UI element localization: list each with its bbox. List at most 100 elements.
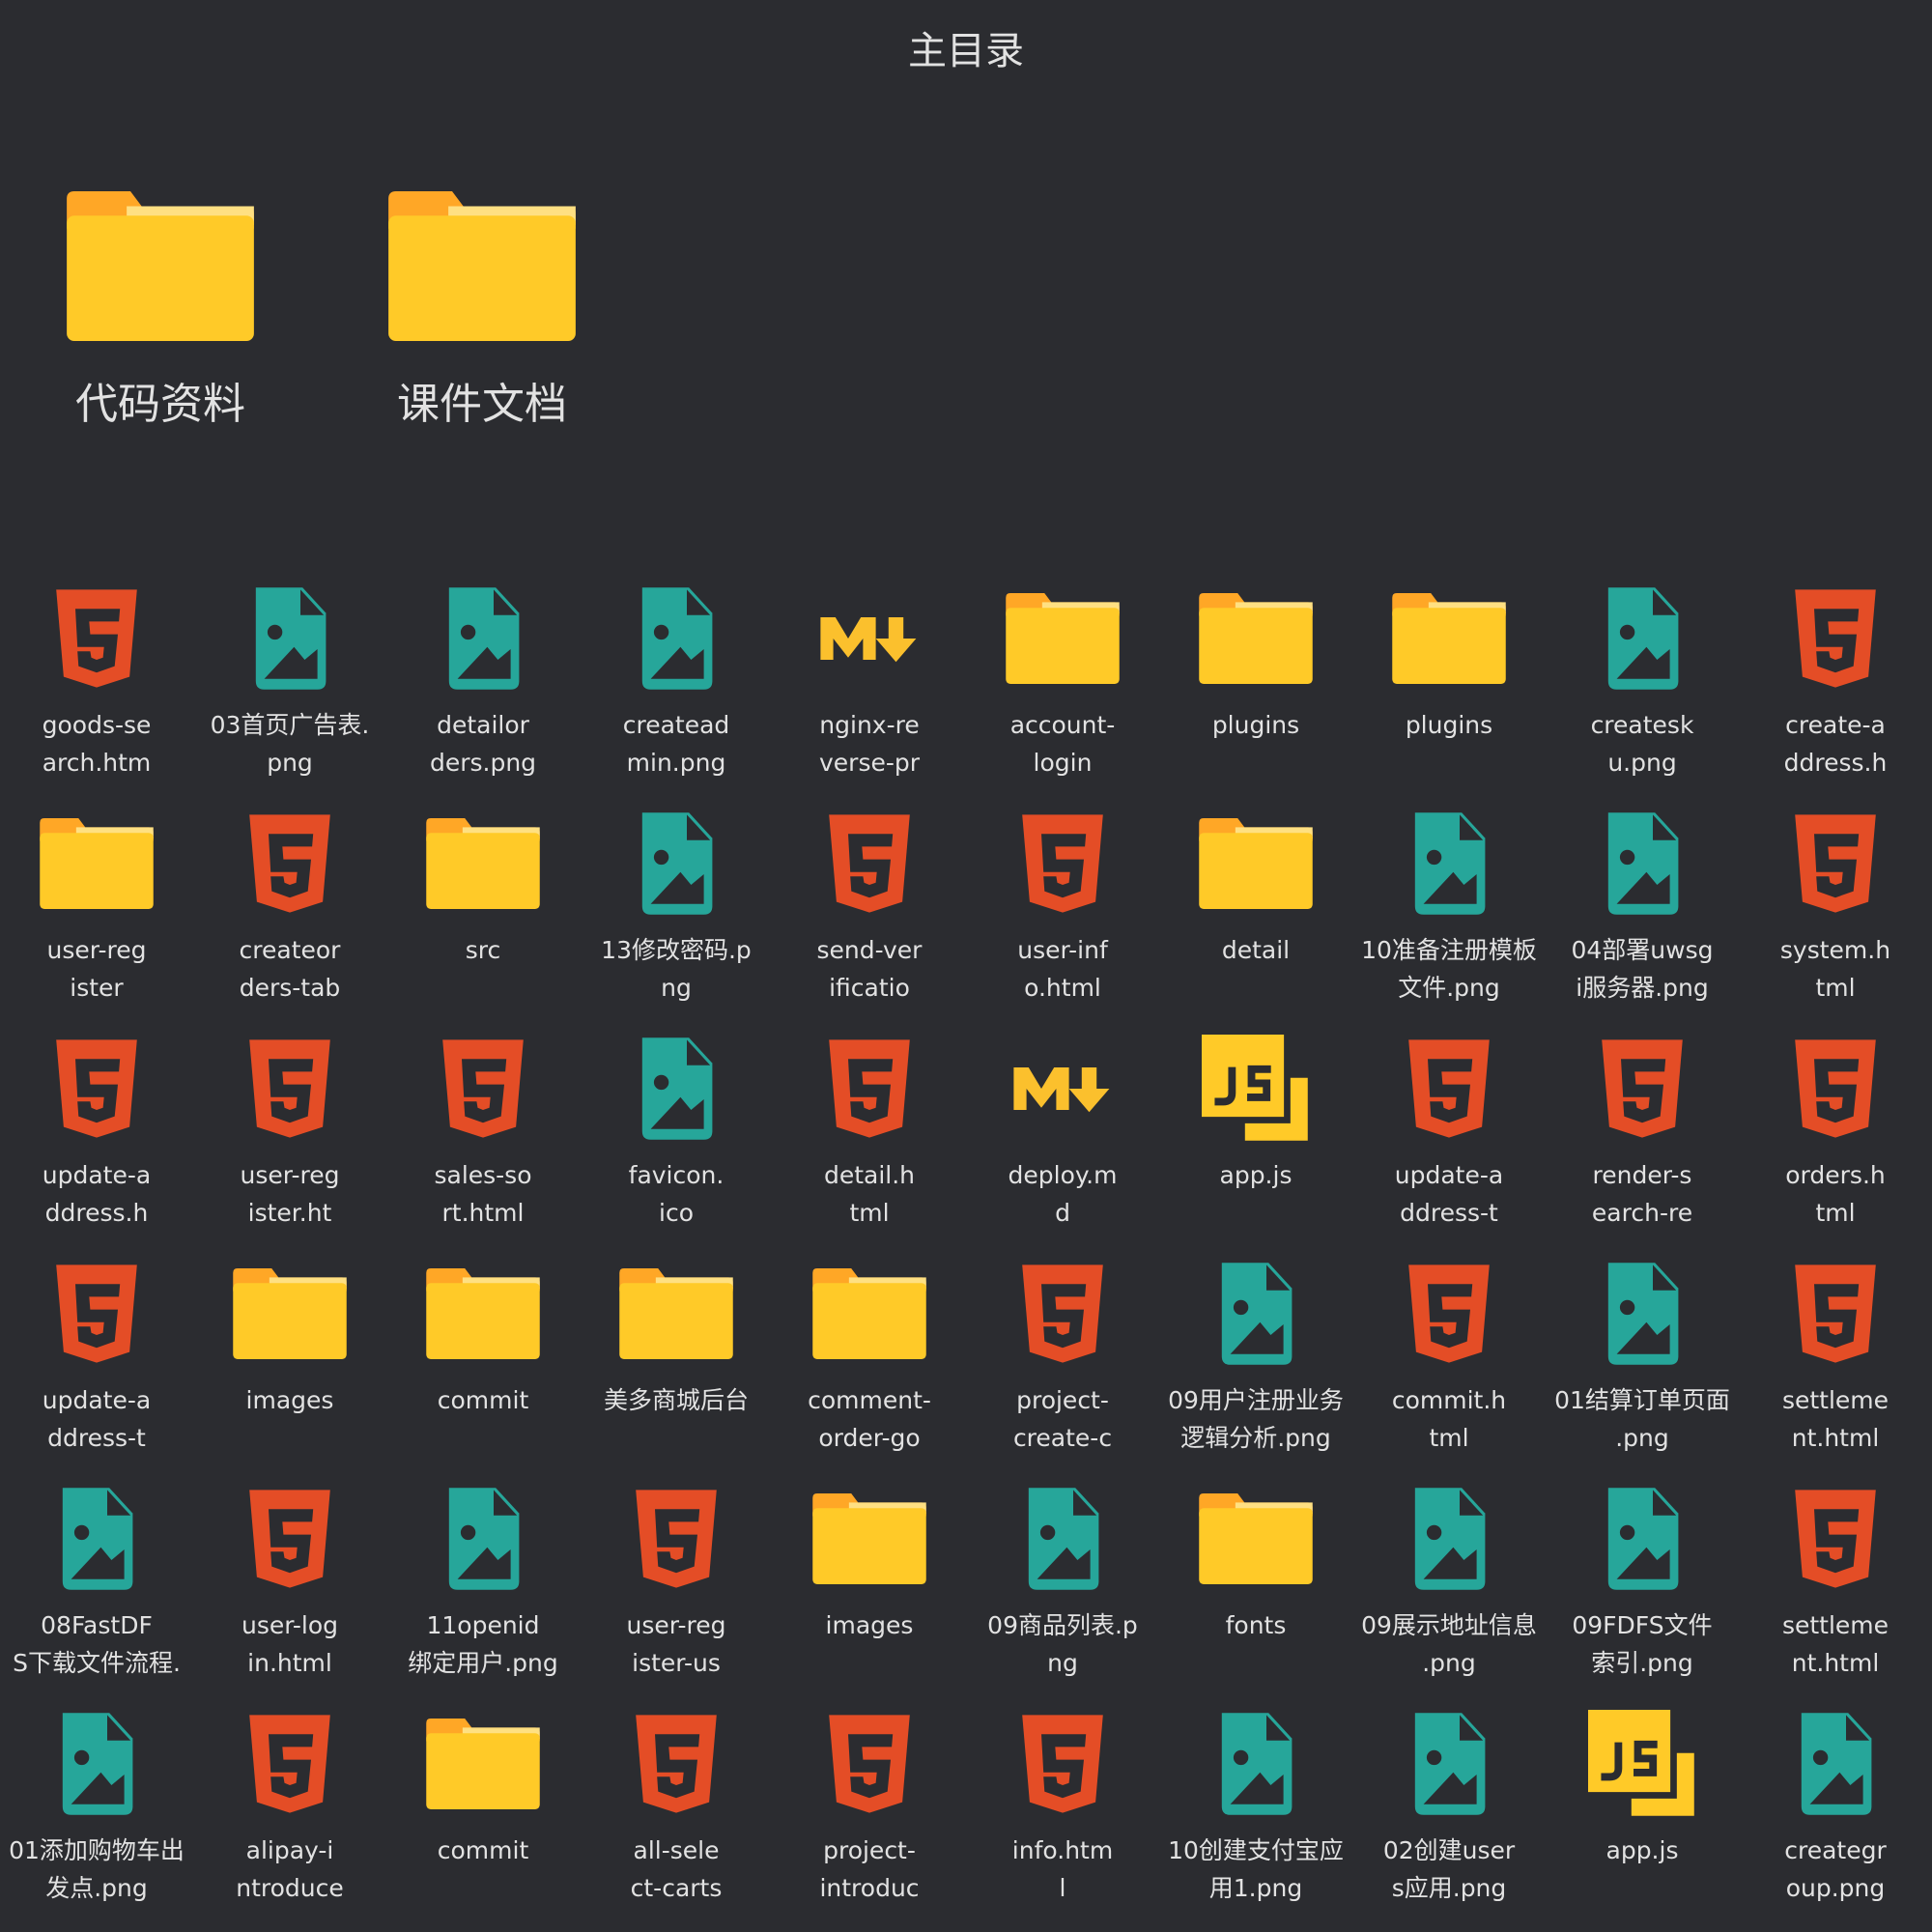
file-label: png xyxy=(267,749,313,777)
file-item[interactable]: src xyxy=(426,818,540,964)
file-item[interactable]: user-reg ister xyxy=(40,818,154,1002)
file-item[interactable]: detail.h tml xyxy=(824,1039,915,1227)
file-item[interactable]: 08FastDF S下载文件流程. xyxy=(13,1488,181,1677)
file-item[interactable]: create-a ddress.h xyxy=(1784,589,1888,777)
file-label: commit.h xyxy=(1392,1386,1506,1414)
file-item[interactable]: settleme nt.html xyxy=(1782,1490,1889,1677)
file-item[interactable]: deploy.m d xyxy=(1009,1067,1118,1227)
file-item[interactable]: createad min.png xyxy=(623,587,730,777)
file-label: 发点.png xyxy=(45,1874,148,1902)
file-label: settleme xyxy=(1782,1386,1889,1414)
file-item[interactable]: images xyxy=(812,1493,926,1639)
file-item[interactable]: comment-order-go xyxy=(808,1268,931,1452)
folder-icon xyxy=(426,1268,540,1359)
file-item[interactable]: plugins xyxy=(1199,593,1313,739)
file-item[interactable]: 04部署uwsg i服务器.png xyxy=(1572,812,1714,1002)
html-icon xyxy=(1795,814,1876,913)
file-item[interactable]: sales-so rt.html xyxy=(434,1039,532,1227)
file-label: createsk xyxy=(1591,711,1694,739)
file-item[interactable]: system.h tml xyxy=(1780,814,1890,1002)
file-item[interactable]: 13修改密码.p ng xyxy=(601,812,752,1002)
file-label: user-reg xyxy=(241,1161,340,1189)
file-label: ddress-t xyxy=(1400,1199,1498,1227)
file-item[interactable]: 01结算订单页面 .png xyxy=(1554,1263,1730,1452)
folder-icon xyxy=(812,1493,926,1584)
folder-icon xyxy=(1199,1493,1313,1584)
file-item[interactable]: account-login xyxy=(1006,593,1120,777)
file-label: update-a xyxy=(43,1161,151,1189)
file-item[interactable]: 美多商城后台 xyxy=(604,1268,749,1414)
file-label: user-log xyxy=(242,1611,338,1639)
file-item[interactable]: project-introduc xyxy=(819,1715,920,1902)
file-item[interactable]: 09商品列表.p ng xyxy=(987,1488,1138,1677)
file-label: 绑定用户.png xyxy=(408,1649,558,1677)
file-item[interactable]: settleme nt.html xyxy=(1782,1264,1889,1452)
file-item[interactable]: info.htm l xyxy=(1012,1715,1113,1902)
folder-item[interactable]: 课件文档 xyxy=(388,191,576,429)
file-item[interactable]: 11openid 绑定用户.png xyxy=(408,1488,558,1677)
file-label: login xyxy=(1034,749,1093,777)
file-item[interactable]: commit.h tml xyxy=(1392,1264,1506,1452)
file-label: 索引.png xyxy=(1591,1649,1693,1677)
file-item[interactable]: detail xyxy=(1199,818,1313,964)
file-item[interactable]: app.js xyxy=(1588,1710,1694,1864)
file-item[interactable]: images xyxy=(233,1268,347,1414)
file-item[interactable]: project-create-c xyxy=(1013,1264,1112,1452)
file-item[interactable]: app.js xyxy=(1202,1035,1308,1189)
file-item[interactable]: createor ders-tab xyxy=(240,814,342,1002)
file-item[interactable]: update-a ddress.h xyxy=(43,1039,151,1227)
file-item[interactable]: goods-se arch.htm xyxy=(43,589,152,777)
file-label: creategr xyxy=(1784,1836,1887,1864)
file-item[interactable]: detailor ders.png xyxy=(430,587,536,777)
file-item[interactable]: favicon. ico xyxy=(629,1037,724,1227)
file-item[interactable]: user-reg ister-us xyxy=(627,1490,726,1677)
file-label: favicon. xyxy=(629,1161,724,1189)
html-icon xyxy=(1602,1039,1683,1138)
folder-icon xyxy=(1006,593,1120,684)
file-item[interactable]: creategr oup.png xyxy=(1784,1713,1887,1902)
file-label: send-ver xyxy=(817,936,923,964)
file-label: detail.h xyxy=(824,1161,915,1189)
file-item[interactable]: commit xyxy=(426,1719,540,1864)
folder-label: 代码资料 xyxy=(75,380,245,429)
file-item[interactable]: 02创建user s应用.png xyxy=(1383,1713,1516,1902)
title: 主目录 xyxy=(908,29,1024,73)
file-label: ificatio xyxy=(829,974,910,1002)
file-item[interactable]: plugins xyxy=(1392,593,1506,739)
file-item[interactable]: 03首页广告表. png xyxy=(211,587,370,777)
file-label: 文件.png xyxy=(1398,974,1500,1002)
html-icon xyxy=(1022,1715,1103,1813)
file-item[interactable]: send-ver ificatio xyxy=(817,814,923,1002)
file-item[interactable]: user-inf o.html xyxy=(1017,814,1109,1002)
file-item[interactable]: user-log in.html xyxy=(242,1490,338,1677)
html-icon xyxy=(829,814,910,913)
html-icon xyxy=(829,1715,910,1813)
file-item[interactable]: fonts xyxy=(1199,1493,1313,1639)
file-item[interactable]: update-a ddress-t xyxy=(1395,1039,1503,1227)
file-label: ng xyxy=(1047,1649,1078,1677)
png-icon xyxy=(1414,812,1486,915)
html-icon xyxy=(442,1039,524,1138)
file-item[interactable]: 09展示地址信息 .png xyxy=(1361,1488,1537,1677)
file-label: info.htm xyxy=(1012,1836,1113,1864)
file-item[interactable]: user-reg ister.ht xyxy=(241,1039,340,1227)
file-item[interactable]: nginx-re verse-pr xyxy=(819,617,921,777)
file-item[interactable]: update-a ddress-t xyxy=(43,1264,151,1452)
html-icon xyxy=(1795,1264,1876,1363)
file-item[interactable]: orders.h tml xyxy=(1785,1039,1886,1227)
file-item[interactable]: render-s earch-re xyxy=(1592,1039,1692,1227)
file-label: user-reg xyxy=(47,936,147,964)
file-label: account- xyxy=(1010,711,1116,739)
file-item[interactable]: all-sele ct-carts xyxy=(631,1715,723,1902)
file-item[interactable]: alipay-i ntroduce xyxy=(236,1715,344,1902)
file-item[interactable]: createsk u.png xyxy=(1591,587,1694,777)
file-label: 用1.png xyxy=(1209,1874,1302,1902)
file-item[interactable]: commit xyxy=(426,1268,540,1414)
folder-item[interactable]: 代码资料 xyxy=(67,191,254,429)
file-label: arch.htm xyxy=(43,749,152,777)
